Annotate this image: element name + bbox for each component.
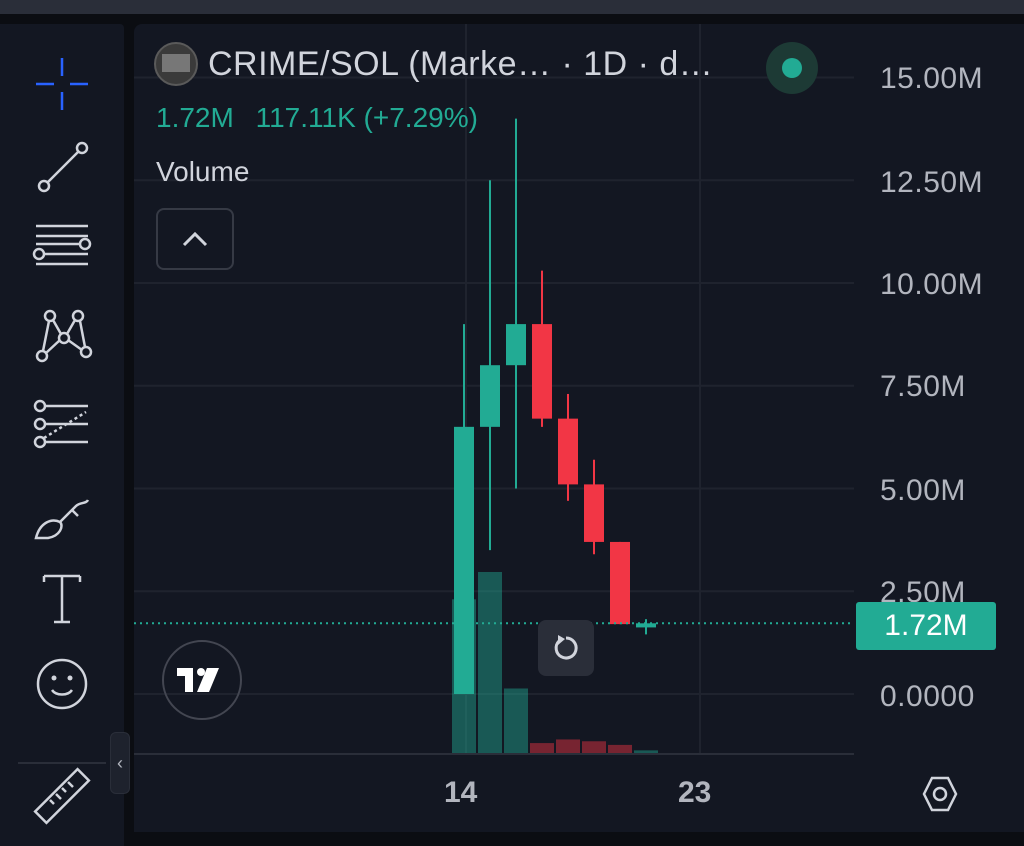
market-status-indicator[interactable] [766, 42, 818, 94]
brush-tool[interactable] [28, 480, 96, 548]
emoji-icon [36, 658, 88, 710]
candle-body [584, 484, 604, 542]
fib-tool-icon [33, 399, 88, 449]
tradingview-logo[interactable] [162, 640, 242, 720]
volume-indicator-label[interactable]: Volume [156, 156, 250, 187]
candle-body [506, 324, 526, 366]
price-label: 7.50M [880, 370, 966, 403]
text-icon [42, 574, 82, 624]
volume-bar [530, 743, 554, 754]
time-label: 14 [444, 776, 478, 809]
candle-body [480, 365, 500, 427]
token-logo [154, 42, 198, 86]
toolbar-divider [18, 762, 106, 764]
candle-body [558, 418, 578, 485]
emoji-tool[interactable] [28, 650, 96, 718]
pattern-tool[interactable] [28, 300, 96, 368]
price-label: 15.00M [880, 62, 984, 95]
candlesticks [454, 118, 656, 694]
symbol-header[interactable]: CRIME/SOL (Marke… · 1D · d… [154, 42, 713, 86]
chevron-up-icon [182, 231, 208, 247]
toolbar-collapse-tab[interactable]: ‹ [110, 732, 130, 794]
last-price: 1.72M [156, 102, 234, 133]
candle-body [636, 623, 656, 628]
trend-line-tool[interactable] [28, 132, 96, 200]
text-tool[interactable] [28, 564, 96, 632]
collapse-legend-button[interactable] [156, 208, 234, 270]
window-top-bar [0, 0, 1024, 14]
time-label: 23 [678, 776, 712, 809]
reset-icon [554, 635, 578, 660]
ruler-icon [33, 767, 91, 825]
volume-bar [478, 572, 502, 754]
trend-line-icon [37, 141, 89, 193]
price-label: 10.00M [880, 268, 984, 301]
horizontal-lines-tool[interactable] [28, 210, 96, 278]
chart-pane[interactable]: CRIME/SOL (Marke… · 1D · d… 1.72M 117.11… [134, 24, 1024, 832]
volume-bar [504, 688, 528, 754]
ruler-tool[interactable] [28, 762, 96, 830]
price-label: 5.00M [880, 474, 966, 507]
fib-retracement-tool[interactable] [28, 390, 96, 458]
price-label: 0.0000 [880, 680, 975, 713]
volume-bar [556, 739, 580, 754]
tradingview-icon [177, 668, 219, 692]
drawing-toolbar [0, 24, 124, 846]
price-label: 12.50M [880, 166, 984, 199]
horizontal-lines-icon [32, 224, 92, 266]
price-stats: 1.72M 117.11K (+7.29%) [156, 102, 492, 134]
candle-body [610, 541, 630, 625]
settings-icon[interactable] [920, 774, 960, 814]
current-price-tag: 1.72M [856, 602, 996, 650]
price-change: 117.11K (+7.29%) [255, 102, 478, 133]
chevron-left-icon: ‹ [117, 752, 123, 773]
volume-bar [608, 744, 632, 754]
status-dot [782, 58, 802, 78]
symbol-title[interactable]: CRIME/SOL (Marke… · 1D · d… [208, 44, 714, 83]
reset-chart-button[interactable] [538, 620, 594, 676]
volume-bar [582, 741, 606, 754]
brush-icon [34, 499, 90, 540]
candle-body [454, 426, 474, 694]
crosshair-icon [36, 58, 88, 110]
volume-bar [634, 750, 658, 754]
price-chart[interactable] [134, 24, 1024, 832]
pattern-icon [35, 309, 93, 363]
candle-body [532, 324, 552, 419]
crosshair-tool[interactable] [28, 50, 96, 118]
